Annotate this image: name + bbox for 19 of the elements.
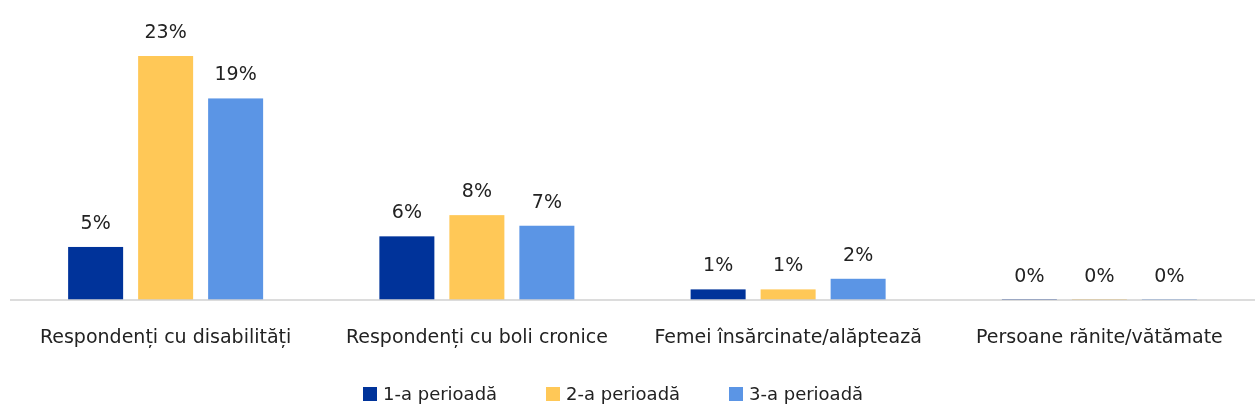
data-label: 2% bbox=[843, 242, 874, 265]
x-tick-label: Femei însărcinate/alăptează bbox=[654, 325, 922, 347]
data-label: 6% bbox=[391, 200, 422, 223]
data-label: 1% bbox=[773, 253, 804, 276]
x-tick-label: Persoane rănite/vătămate bbox=[975, 325, 1223, 347]
legend-label: 1-a perioadă bbox=[383, 383, 498, 404]
data-label: 0% bbox=[1014, 264, 1045, 286]
data-label: 0% bbox=[1084, 264, 1115, 286]
data-label: 8% bbox=[461, 179, 492, 202]
x-tick-label: Respondenți cu boli cronice bbox=[345, 325, 608, 348]
data-label: 1% bbox=[703, 253, 734, 276]
data-label: 19% bbox=[214, 62, 257, 85]
legend-label: 2-a perioadă bbox=[566, 383, 681, 404]
data-label: 5% bbox=[80, 210, 111, 233]
data-label: 23% bbox=[144, 20, 187, 42]
data-label: 0% bbox=[1154, 264, 1185, 286]
legend-label: 3-a perioadă bbox=[749, 383, 864, 404]
x-tick-label: Respondenți cu disabilități bbox=[39, 325, 292, 348]
data-label: 7% bbox=[531, 189, 562, 212]
